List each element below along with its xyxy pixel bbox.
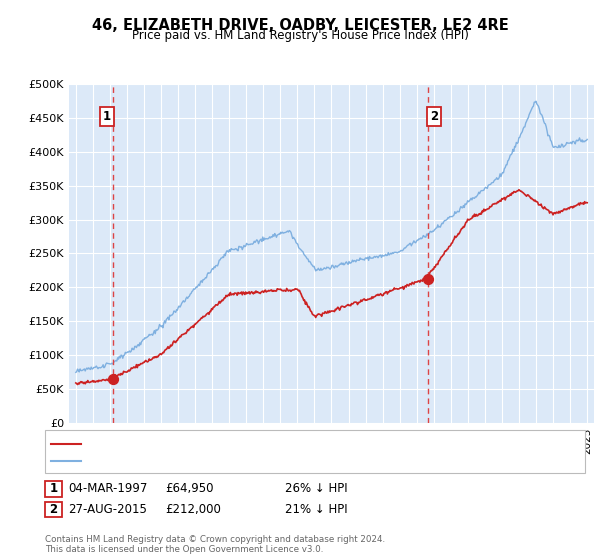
Text: 2: 2: [430, 110, 438, 123]
Text: 2: 2: [49, 503, 58, 516]
Point: [423, 274, 433, 283]
Text: Price paid vs. HM Land Registry's House Price Index (HPI): Price paid vs. HM Land Registry's House …: [131, 29, 469, 42]
Text: £212,000: £212,000: [165, 503, 221, 516]
Text: Contains HM Land Registry data © Crown copyright and database right 2024.
This d: Contains HM Land Registry data © Crown c…: [45, 535, 385, 554]
Text: 1: 1: [49, 482, 58, 496]
Text: 04-MAR-1997: 04-MAR-1997: [68, 482, 147, 496]
Text: £64,950: £64,950: [165, 482, 214, 496]
Text: 46, ELIZABETH DRIVE, OADBY, LEICESTER, LE2 4RE: 46, ELIZABETH DRIVE, OADBY, LEICESTER, L…: [92, 18, 508, 33]
Text: 26% ↓ HPI: 26% ↓ HPI: [285, 482, 347, 496]
Text: 27-AUG-2015: 27-AUG-2015: [68, 503, 146, 516]
Text: 21% ↓ HPI: 21% ↓ HPI: [285, 503, 347, 516]
Text: 46, ELIZABETH DRIVE, OADBY, LEICESTER, LE2 4RE (detached house): 46, ELIZABETH DRIVE, OADBY, LEICESTER, L…: [87, 438, 467, 449]
Text: HPI: Average price, detached house, Oadby and Wigston: HPI: Average price, detached house, Oadb…: [87, 456, 397, 466]
Point: [108, 374, 118, 383]
Text: 1: 1: [103, 110, 111, 123]
